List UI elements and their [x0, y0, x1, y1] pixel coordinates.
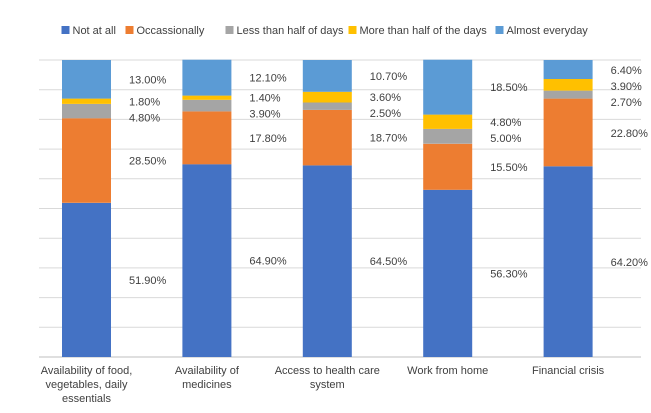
data-label: 5.00%: [490, 133, 521, 145]
legend-swatch: [125, 26, 134, 34]
data-label: 3.90%: [611, 81, 642, 93]
data-label: 15.50%: [490, 162, 528, 174]
legend-label: Almost everyday: [507, 25, 589, 37]
legend-label: Less than half of days: [237, 25, 345, 37]
bar-segment: [62, 104, 111, 119]
data-label: 64.20%: [611, 257, 649, 269]
data-label: 51.90%: [129, 275, 167, 287]
bar-segment: [182, 95, 232, 100]
legend-swatch: [495, 26, 504, 34]
category-label: vegetables, daily: [46, 379, 128, 391]
category-label: Access to health care: [275, 365, 380, 377]
data-label: 4.80%: [129, 112, 160, 124]
category-label: essentials: [62, 393, 111, 405]
data-label: 10.70%: [370, 71, 408, 83]
bar-segment: [62, 202, 111, 357]
data-label: 4.80%: [490, 117, 521, 129]
data-label: 18.70%: [370, 133, 408, 145]
bar-segment: [182, 164, 232, 357]
bar-segment: [423, 59, 473, 115]
bar-segment: [182, 111, 232, 165]
data-label: 12.10%: [249, 73, 287, 85]
data-label: 18.50%: [490, 82, 528, 94]
bar-segment: [302, 109, 352, 166]
bar-segment: [423, 114, 473, 129]
bar-segment: [543, 79, 593, 91]
bar-segment: [182, 99, 232, 112]
legend-swatch: [225, 26, 234, 34]
bar-segment: [182, 59, 232, 96]
data-label: 1.80%: [129, 96, 160, 108]
category-label: Availability of: [175, 365, 240, 377]
legend-label: More than half of the days: [360, 25, 488, 37]
bar-segment: [423, 128, 473, 144]
data-label: 22.80%: [611, 128, 649, 140]
legend-swatch: [348, 26, 357, 34]
bar-segment: [302, 60, 352, 92]
data-label: 1.40%: [249, 93, 280, 105]
bar-segment: [62, 118, 111, 203]
data-label: 13.00%: [129, 74, 167, 86]
data-label: 64.90%: [249, 256, 287, 268]
bar-segment: [62, 60, 111, 99]
bar-segment: [423, 143, 473, 190]
category-label: Financial crisis: [532, 365, 605, 377]
data-label: 3.90%: [249, 109, 280, 121]
legend-label: Occassionally: [137, 25, 205, 37]
bar-segment: [423, 189, 473, 357]
bar-segment: [302, 165, 352, 357]
bar-segment: [543, 90, 593, 99]
legend-swatch: [61, 26, 70, 34]
bar-segment: [543, 166, 593, 357]
data-label: 64.50%: [370, 256, 408, 268]
category-label: Availability of food,: [41, 365, 133, 377]
category-label: medicines: [182, 379, 232, 391]
bar-segment: [62, 98, 111, 104]
bar-segment: [302, 91, 352, 103]
bar-segment: [543, 98, 593, 167]
data-label: 17.80%: [249, 133, 287, 145]
category-label: Work from home: [407, 365, 488, 377]
legend-label: Not at all: [73, 25, 116, 37]
bar-segment: [302, 102, 352, 110]
category-label: system: [310, 379, 345, 391]
data-label: 6.40%: [611, 65, 642, 77]
bar-segment: [543, 60, 593, 79]
data-label: 2.70%: [611, 97, 642, 109]
data-label: 56.30%: [490, 268, 528, 280]
data-label: 28.50%: [129, 156, 167, 168]
data-label: 2.50%: [370, 108, 401, 120]
data-label: 3.60%: [370, 92, 401, 104]
